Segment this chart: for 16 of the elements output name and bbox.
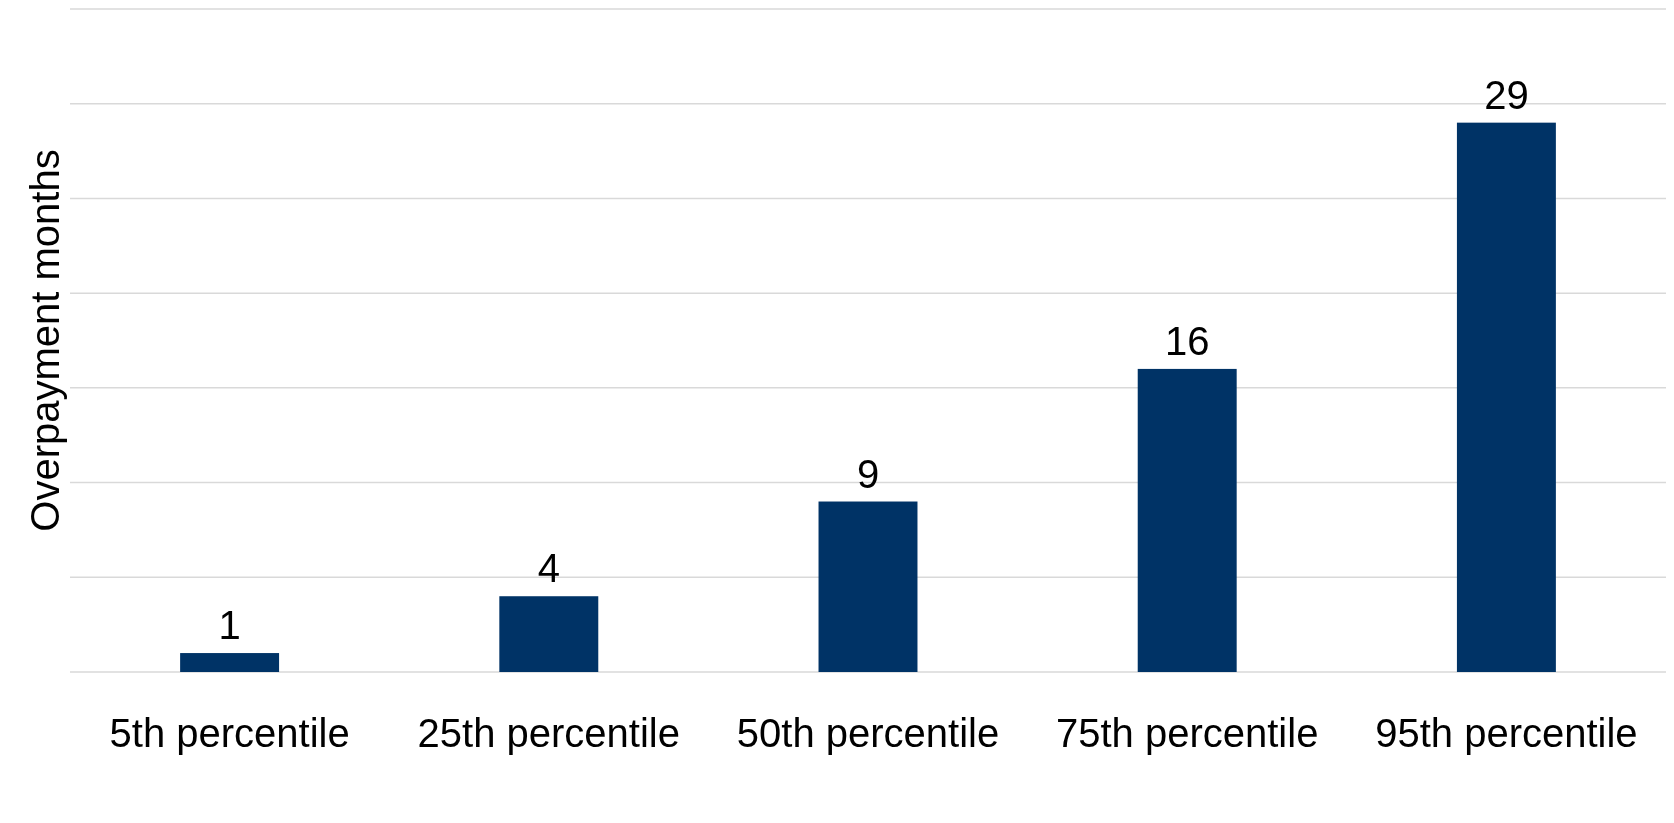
bar (1456, 122, 1556, 672)
bar (180, 653, 280, 672)
bar (499, 596, 599, 672)
data-label: 4 (537, 546, 560, 591)
x-tick-label: 5th percentile (109, 711, 350, 755)
y-axis-title: Overpayment months (23, 149, 67, 532)
x-tick-label: 75th percentile (1056, 711, 1319, 755)
bar (818, 501, 918, 672)
data-label: 1 (218, 603, 241, 648)
bar (1137, 368, 1237, 672)
data-label: 16 (1164, 318, 1210, 363)
data-label: 29 (1484, 72, 1529, 117)
x-tick-label: 95th percentile (1375, 711, 1638, 755)
data-label: 9 (856, 451, 880, 496)
x-tick-label: 50th percentile (736, 711, 1000, 755)
x-tick-label: 25th percentile (417, 711, 680, 755)
